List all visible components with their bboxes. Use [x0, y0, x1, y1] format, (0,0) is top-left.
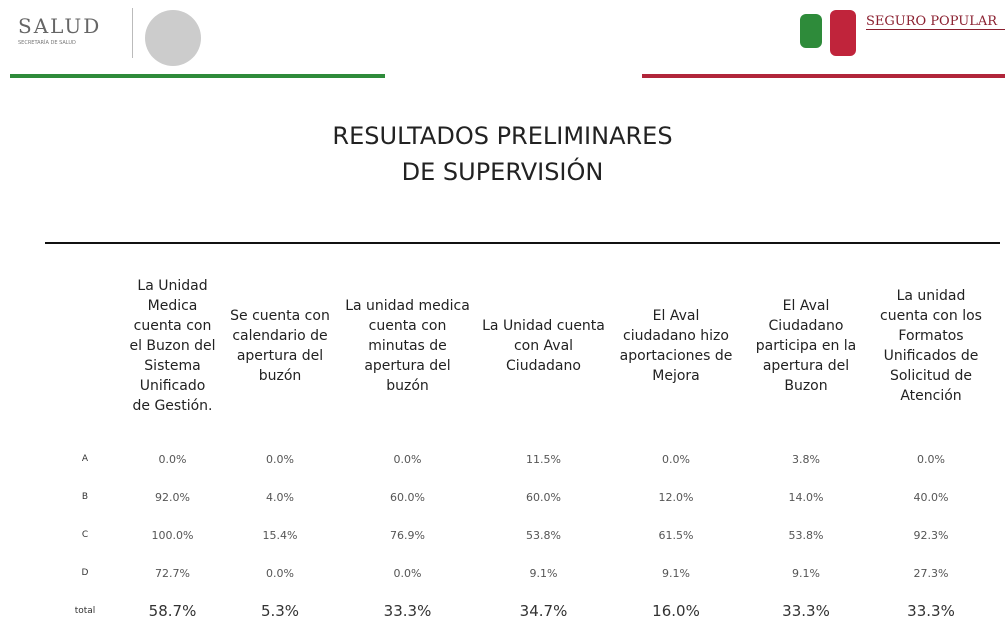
seal — [145, 10, 201, 66]
title: RESULTADOS PRELIMINARES DE SUPERVISIÓN — [0, 118, 1005, 190]
row: A 0.0% 0.0% 0.0% 11.5% 0.0% 3.8% 0.0% — [45, 440, 990, 478]
logo-title: SALUD — [18, 14, 102, 38]
cell: 33.3% — [782, 602, 830, 620]
cell: 53.8% — [526, 528, 561, 542]
cell: 61.5% — [658, 528, 694, 542]
rule — [45, 242, 1000, 244]
cell: 60.0% — [526, 490, 561, 504]
cell: 92.3% — [913, 528, 949, 542]
cell: 0.0% — [266, 452, 294, 466]
table: La Unidad Medica cuenta con el Buzon del… — [45, 252, 990, 630]
column-header: La Unidad cuenta con Aval Ciudadano — [482, 318, 605, 374]
cell: 0.0% — [662, 452, 690, 466]
red-rule — [642, 74, 1005, 78]
cell: 0.0% — [393, 566, 422, 580]
cell: 72.7% — [155, 566, 190, 580]
cell: 15.4% — [262, 528, 298, 542]
row-label: A — [81, 454, 89, 464]
cell: 11.5% — [526, 452, 561, 466]
row-label: D — [81, 568, 89, 578]
divider — [132, 8, 133, 58]
cell: 0.0% — [158, 452, 187, 466]
cell: 53.8% — [788, 528, 824, 542]
cell: 0.0% — [917, 452, 945, 466]
cell: 14.0% — [788, 490, 824, 504]
cell: 9.1% — [529, 566, 558, 580]
cell: 16.0% — [652, 602, 700, 620]
logo-figure-green — [800, 14, 822, 48]
logo-subtitle: SECRETARÍA DE SALUD — [18, 40, 76, 46]
column-header: El Aval ciudadano hizo aportaciones de M… — [619, 308, 733, 384]
logo-figure-red — [830, 10, 856, 56]
cell: 0.0% — [266, 566, 294, 580]
cell: 4.0% — [266, 490, 294, 504]
green-rule — [10, 74, 385, 78]
cell: 60.0% — [390, 490, 425, 504]
corner — [45, 252, 125, 440]
logo-title: SEGURO POPULAR — [866, 14, 1005, 30]
column-header: La unidad medica cuenta con minutas de a… — [345, 298, 470, 394]
cell: 5.3% — [260, 602, 300, 620]
title-line: RESULTADOS PRELIMINARES — [332, 122, 673, 150]
cell: 100.0% — [151, 528, 194, 542]
cell: 27.3% — [913, 566, 949, 580]
column-header: Se cuenta con calendario de apertura del… — [230, 308, 330, 384]
row: B 92.0% 4.0% 60.0% 60.0% 12.0% 14.0% 40.0% — [45, 478, 990, 516]
row: total 58.7% 5.3% 33.3% 34.7% 16.0% 33.3% 33.3% — [45, 592, 990, 630]
cell: 3.8% — [792, 452, 820, 466]
cell: 40.0% — [913, 490, 949, 504]
column-header: La unidad cuenta con los Formatos Unific… — [880, 288, 982, 404]
row-label: total — [74, 606, 96, 616]
cell: 9.1% — [662, 566, 690, 580]
title-line: DE SUPERVISIÓN — [401, 158, 604, 186]
column-header: La Unidad Medica cuenta con el Buzon del… — [129, 278, 216, 414]
cell: 92.0% — [155, 490, 190, 504]
cell: 58.7% — [148, 602, 197, 620]
row: D 72.7% 0.0% 0.0% 9.1% 9.1% 9.1% 27.3% — [45, 554, 990, 592]
cell: 33.3% — [907, 602, 955, 620]
cell: 33.3% — [383, 602, 432, 620]
row-label: B — [81, 492, 89, 502]
cell: 9.1% — [792, 566, 820, 580]
row-label: C — [81, 530, 89, 540]
cell: 34.7% — [519, 602, 568, 620]
cell: 0.0% — [393, 452, 422, 466]
header-row: La Unidad Medica cuenta con el Buzon del… — [45, 252, 990, 440]
cell: 12.0% — [658, 490, 694, 504]
column-header: El Aval Ciudadano participa en la apertu… — [755, 298, 857, 394]
cell: 76.9% — [390, 528, 425, 542]
row: C 100.0% 15.4% 76.9% 53.8% 61.5% 53.8% 92.3% — [45, 516, 990, 554]
